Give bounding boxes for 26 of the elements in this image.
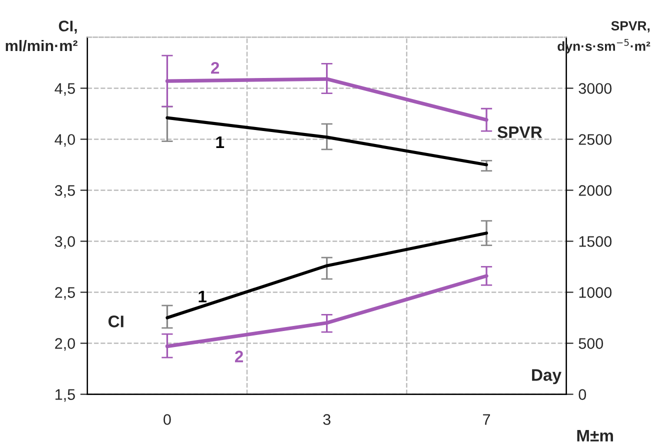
- y-tick-label: 2,5: [55, 287, 75, 300]
- x-tick-label: 7: [483, 414, 490, 425]
- series-label: 2: [234, 350, 244, 362]
- annotation: Day: [532, 369, 562, 384]
- text: M±m: [577, 430, 613, 442]
- y2-tick-label: 2000: [578, 185, 612, 196]
- y-tick-label: 2,0: [55, 338, 75, 351]
- y-tick-label: 4,0: [54, 134, 75, 147]
- y-tick-label: 3,0: [54, 236, 75, 249]
- x-tick-label: 3: [323, 414, 330, 425]
- y2-tick-label: 2500: [578, 134, 612, 145]
- y2-tick-label: 0: [578, 389, 586, 400]
- series-label: 1: [198, 290, 206, 302]
- series-label: 2: [211, 62, 220, 74]
- annotation: SPVR: [497, 126, 542, 138]
- y-axis-title: CI, ml/min·m²: [6, 20, 78, 52]
- y2-tick-label: 3000: [578, 83, 612, 94]
- y2-tick-label: 1500: [579, 236, 612, 247]
- x-tick-label: 0: [164, 414, 171, 425]
- series-label: 1: [216, 136, 224, 148]
- annotation: CI: [108, 316, 124, 328]
- y-tick-label: 3,5: [54, 185, 75, 198]
- y2-tick-label: 1000: [579, 287, 612, 298]
- y2-tick-label: 500: [578, 338, 604, 349]
- y-tick-label: 4,5: [54, 83, 75, 96]
- y-tick-label: 1,5: [56, 389, 75, 402]
